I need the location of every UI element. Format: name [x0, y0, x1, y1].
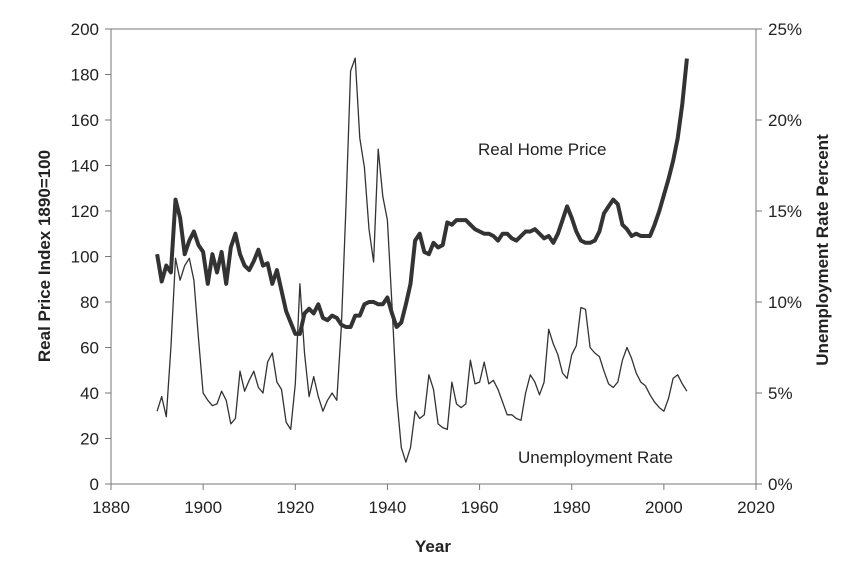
- x-tick-label: 1940: [369, 498, 407, 517]
- y-axis-title-left: Real Price Index 1890=100: [35, 150, 54, 362]
- axis-ticks: 1880 1900 1920 1940 1960 1980 2000 2020 0 20 40 60 8…: [71, 20, 802, 517]
- y-axis-title-right: Unemployment Rate Percent: [813, 134, 832, 366]
- y-left-tick-label: 20: [80, 430, 99, 449]
- y-left-tick-label: 0: [90, 475, 99, 494]
- y-right-tick-label: 5%: [768, 384, 793, 403]
- y-left-tick-label: 80: [80, 293, 99, 312]
- y-right-tick-label: 20%: [768, 111, 802, 130]
- series-label-unemployment-rate: Unemployment Rate: [518, 448, 673, 467]
- x-tick-label: 2020: [737, 498, 775, 517]
- y-left-tick-label: 140: [71, 157, 99, 176]
- y-left-tick-label: 100: [71, 248, 99, 267]
- series-line-unemployment-rate: [156, 57, 688, 463]
- y-left-tick-label: 200: [71, 20, 99, 39]
- y-right-tick-label: 15%: [768, 202, 802, 221]
- x-tick-label: 1920: [276, 498, 314, 517]
- series-line-real-home-price: [155, 58, 689, 336]
- x-tick-label: 1980: [553, 498, 591, 517]
- y-left-tick-label: 40: [80, 384, 99, 403]
- series-label-real-home-price: Real Home Price: [478, 140, 607, 159]
- y-left-tick-label: 120: [71, 202, 99, 221]
- y-left-tick-label: 160: [71, 111, 99, 130]
- x-tick-label: 1960: [461, 498, 499, 517]
- plot-area: [110, 28, 757, 485]
- x-axis-title: Year: [415, 537, 451, 556]
- y-right-tick-label: 10%: [768, 293, 802, 312]
- y-right-tick-label: 25%: [768, 20, 802, 39]
- x-tick-label: 1880: [92, 498, 130, 517]
- x-tick-label: 1900: [184, 498, 222, 517]
- y-left-tick-label: 180: [71, 66, 99, 85]
- chart-marks: [155, 57, 689, 463]
- y-left-tick-label: 60: [80, 339, 99, 358]
- x-tick-label: 2000: [645, 498, 683, 517]
- y-right-tick-label: 0%: [768, 475, 793, 494]
